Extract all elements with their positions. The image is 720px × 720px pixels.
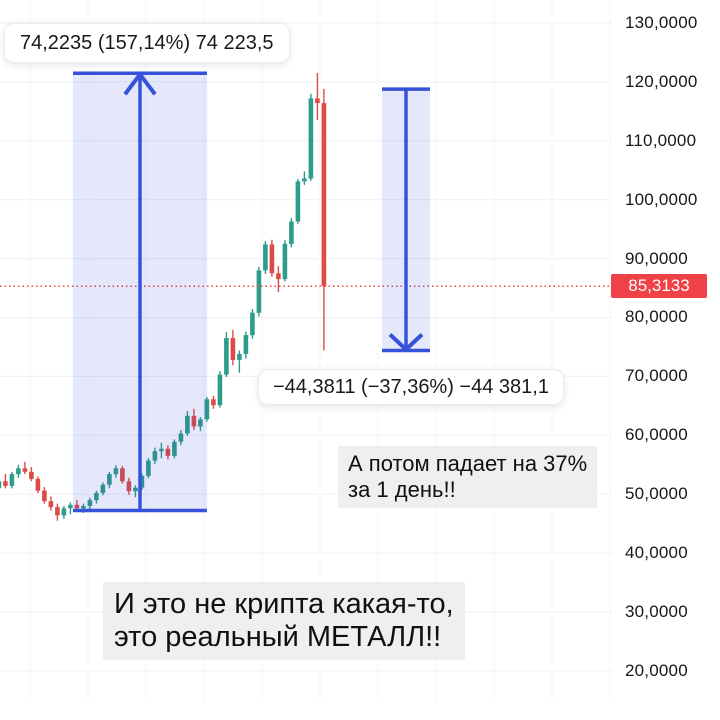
- candle: [152, 447, 158, 465]
- candle: [321, 88, 327, 351]
- candle: [55, 503, 60, 521]
- candle: [68, 502, 73, 515]
- candle: [282, 240, 288, 282]
- candle: [29, 467, 34, 482]
- candle: [295, 179, 301, 224]
- axis-label-120: 120,0000: [625, 72, 698, 91]
- candle: [178, 430, 184, 446]
- candle: [315, 73, 320, 121]
- candle: [217, 371, 223, 408]
- measure-tool-down[interactable]: [382, 87, 430, 353]
- candle: [250, 309, 255, 339]
- candle: [165, 445, 171, 460]
- candle: [48, 496, 54, 511]
- arrow-down-icon: [388, 333, 424, 353]
- candle: [94, 490, 99, 504]
- candle: [269, 239, 275, 277]
- candle: [237, 350, 242, 373]
- candle: [185, 411, 190, 436]
- last-price-badge: 85,3133: [611, 274, 707, 298]
- drop-note-line1: А потом падает на 37%: [348, 451, 588, 476]
- candle: [146, 458, 151, 479]
- candle: [42, 487, 47, 504]
- measure-tool-up[interactable]: [73, 70, 207, 513]
- candle: [230, 329, 236, 366]
- candle: [276, 266, 281, 293]
- candle: [256, 266, 262, 317]
- axis-label-70: 70,0000: [625, 366, 688, 385]
- axis-label-50: 50,0000: [625, 484, 688, 503]
- candle: [302, 171, 307, 185]
- axis-label-40: 40,0000: [625, 543, 688, 562]
- candle: [100, 482, 106, 496]
- candle: [3, 474, 8, 489]
- candle: [107, 471, 112, 489]
- candle: [35, 476, 41, 493]
- candle: [159, 442, 164, 459]
- candle: [224, 332, 229, 377]
- candle: [191, 408, 197, 430]
- axis-label-30: 30,0000: [625, 602, 688, 621]
- metal-note-line2: это реальный МЕТАЛЛ!!: [114, 621, 442, 653]
- axis-label-80: 80,0000: [625, 307, 688, 326]
- drop-note: А потом падает на 37% за 1 день!!: [338, 446, 598, 508]
- candle: [139, 473, 145, 490]
- axis-label-130: 130,0000: [625, 13, 698, 32]
- candle: [9, 471, 15, 489]
- candle: [308, 93, 314, 181]
- candle: [126, 477, 132, 495]
- candle: [243, 331, 249, 359]
- candle: [87, 497, 93, 510]
- axis-label-90: 90,0000: [625, 249, 688, 268]
- candle: [120, 465, 125, 484]
- axis-label-100: 100,0000: [625, 190, 698, 209]
- candle: [61, 506, 67, 519]
- metal-note: И это не крипта какая-то, это реальный М…: [103, 582, 465, 660]
- candle: [113, 465, 119, 478]
- candle: [0, 481, 2, 489]
- candle: [204, 397, 210, 422]
- candle: [22, 461, 28, 475]
- metal-note-line1: И это не крипта какая-то,: [114, 588, 454, 620]
- axis-label-60: 60,0000: [625, 425, 688, 444]
- axis-label-110: 110,0000: [625, 131, 697, 150]
- candle: [263, 240, 268, 274]
- axis-label-20: 20,0000: [625, 661, 688, 680]
- candle: [172, 439, 177, 459]
- measure-up-label[interactable]: 74,2235 (157,14%) 74 223,5: [4, 23, 290, 63]
- candle: [198, 417, 203, 432]
- candle: [133, 485, 138, 498]
- drop-note-line2: за 1 день!!: [348, 477, 456, 502]
- arrow-up-icon: [123, 70, 157, 96]
- candle: [289, 217, 294, 248]
- candle: [211, 395, 216, 409]
- candle: [16, 464, 21, 478]
- measure-down-label[interactable]: −44,3811 (−37,36%) −44 381,1: [258, 369, 564, 405]
